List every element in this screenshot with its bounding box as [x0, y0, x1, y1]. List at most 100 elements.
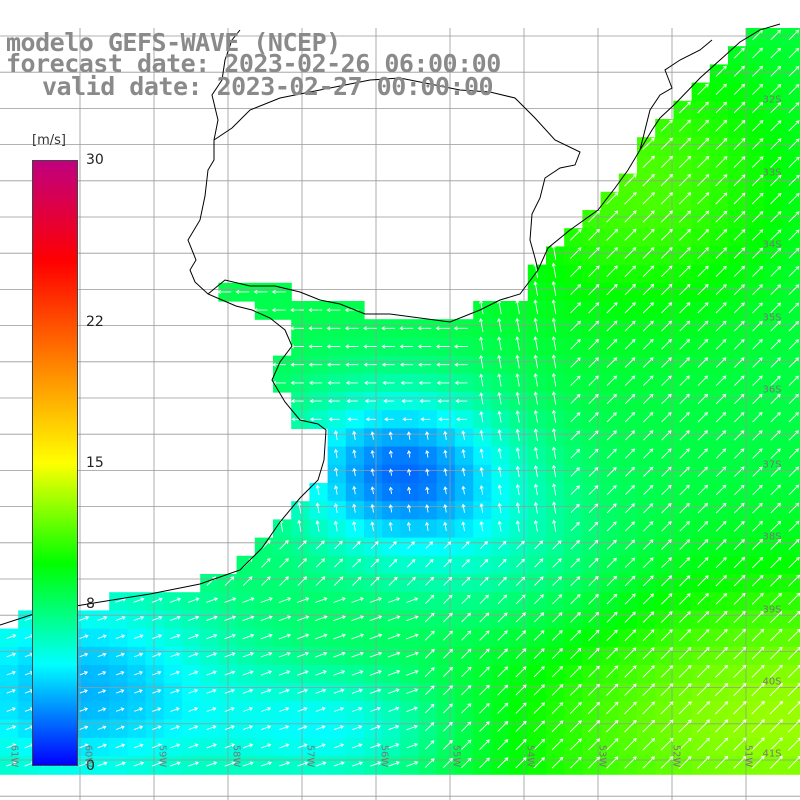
wind-arrow	[515, 317, 520, 333]
wind-arrow	[206, 633, 218, 640]
wind-arrow	[351, 615, 365, 622]
wind-arrow	[399, 326, 414, 331]
wind-arrow	[188, 615, 200, 622]
wind-arrow	[388, 521, 393, 531]
wind-arrow	[624, 265, 637, 278]
wind-arrow	[551, 720, 564, 733]
wind-arrow	[443, 486, 448, 495]
longitude-label: 57W	[304, 744, 316, 768]
wind-arrow	[788, 466, 800, 477]
wind-arrow	[352, 449, 357, 458]
wind-arrow	[420, 417, 431, 422]
wind-arrow	[479, 558, 489, 568]
wind-arrow	[715, 557, 727, 569]
wind-arrow	[152, 689, 162, 694]
wind-arrow	[679, 393, 690, 405]
wind-arrow	[169, 597, 182, 603]
wind-arrow	[606, 665, 619, 678]
wind-arrow	[697, 137, 710, 150]
wind-arrow	[97, 615, 108, 621]
wind-arrow	[679, 412, 690, 423]
wind-arrow	[381, 326, 395, 331]
wind-arrow	[734, 357, 745, 368]
wind-arrow	[279, 743, 290, 749]
wind-arrow	[188, 633, 199, 640]
wind-arrow	[334, 540, 343, 550]
wind-arrow	[388, 431, 393, 440]
wind-arrow	[696, 665, 710, 678]
wind-arrow	[278, 615, 292, 622]
wind-arrow	[290, 380, 304, 385]
forecast-date: forecast date: 2023-02-26 06:00:00	[6, 49, 501, 78]
wind-arrow	[661, 466, 672, 477]
wind-arrow	[751, 229, 764, 241]
wind-arrow	[478, 318, 484, 333]
wind-arrow	[152, 670, 162, 676]
wind-arrow	[351, 651, 364, 658]
wind-arrow	[788, 65, 800, 77]
wind-arrow	[770, 466, 781, 477]
wind-arrow	[388, 486, 393, 495]
wind-arrow	[788, 266, 800, 277]
wind-arrow	[97, 670, 107, 676]
wind-arrow	[188, 670, 199, 676]
wind-arrow	[770, 430, 781, 441]
wind-arrow	[606, 466, 617, 477]
wind-arrow	[642, 737, 656, 751]
wind-arrow	[588, 247, 600, 259]
wind-arrow	[751, 628, 765, 642]
wind-arrow	[715, 575, 727, 587]
wind-arrow	[588, 320, 600, 332]
wind-arrow	[115, 743, 126, 749]
wind-arrow	[345, 344, 359, 349]
wind-arrow	[170, 707, 180, 712]
wind-arrow	[533, 757, 545, 769]
wind-arrow	[406, 742, 419, 749]
wind-arrow	[642, 756, 655, 769]
wind-arrow	[733, 83, 746, 95]
wind-arrow	[715, 357, 727, 368]
wind-arrow	[697, 119, 710, 132]
wind-arrow	[770, 266, 782, 277]
wind-arrow	[515, 684, 527, 696]
wind-arrow	[388, 724, 400, 731]
wind-arrow	[697, 83, 709, 96]
wind-arrow	[309, 380, 322, 385]
wind-arrow	[661, 320, 672, 332]
wind-arrow	[715, 593, 728, 605]
latitude-label: 41S	[762, 748, 782, 760]
longitude-label: 59W	[156, 744, 168, 768]
latitude-label: 33S	[762, 167, 782, 179]
wind-arrow	[770, 229, 782, 241]
wind-arrow	[752, 339, 763, 350]
wind-arrow	[715, 192, 728, 205]
wind-arrow	[733, 229, 746, 241]
wind-arrow	[169, 761, 181, 767]
wind-arrow	[515, 465, 520, 477]
wind-arrow	[497, 666, 509, 678]
wind-arrow	[588, 503, 599, 514]
wind-arrow	[291, 417, 304, 422]
wind-arrow	[115, 652, 125, 658]
wind-arrow	[715, 719, 729, 733]
wind-arrow	[788, 430, 799, 441]
wind-arrow	[352, 743, 363, 749]
wind-arrow	[435, 344, 450, 349]
wind-arrow	[6, 707, 16, 712]
wind-arrow	[333, 576, 344, 586]
wind-arrow	[115, 725, 125, 730]
wind-arrow	[715, 101, 728, 114]
wind-arrow	[679, 593, 691, 605]
wind-arrow	[479, 703, 490, 714]
wind-arrow	[788, 320, 800, 332]
wind-arrow	[660, 683, 674, 697]
wind-arrow	[533, 630, 545, 641]
wind-arrow	[661, 575, 673, 587]
wind-arrow	[678, 647, 692, 660]
wind-arrow	[715, 484, 727, 496]
wind-arrow	[278, 633, 292, 640]
wind-arrow	[443, 430, 448, 440]
wind-arrow	[387, 651, 401, 658]
wind-arrow	[115, 634, 126, 640]
wind-arrow	[188, 652, 199, 658]
